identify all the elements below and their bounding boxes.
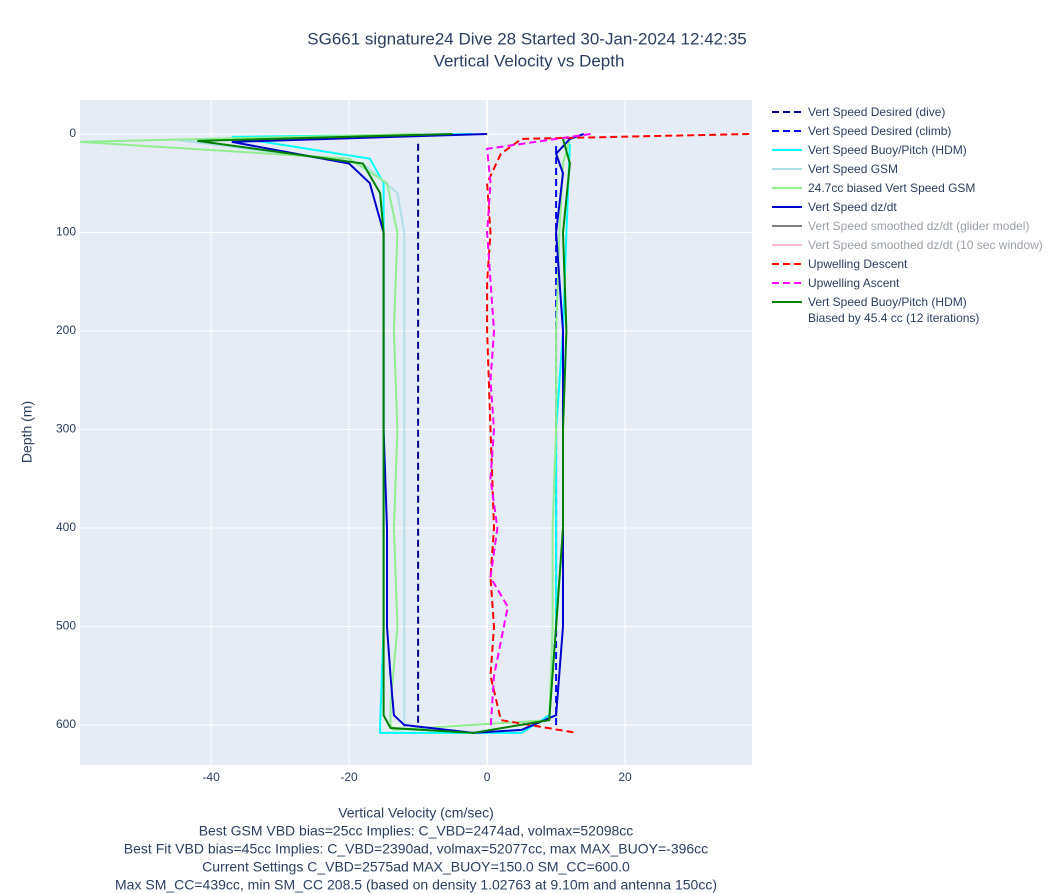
y-tick-label: 500 bbox=[56, 619, 76, 633]
series-line bbox=[80, 133, 571, 731]
legend-label: Vert Speed Desired (dive) bbox=[808, 105, 946, 119]
legend-item[interactable]: Vert Speed Buoy/Pitch (HDM) bbox=[770, 143, 1043, 163]
legend-item[interactable]: Vert Speed GSM bbox=[770, 162, 1043, 182]
legend-label: Vert Speed dz/dt bbox=[808, 200, 897, 214]
legend-label: Vert Speed Desired (climb) bbox=[808, 124, 952, 138]
legend-label: 24.7cc biased Vert Speed GSM bbox=[808, 181, 976, 195]
y-tick-label: 100 bbox=[56, 225, 76, 239]
legend-label: Vert Speed smoothed dz/dt (glider model) bbox=[808, 219, 1030, 233]
legend-swatch bbox=[772, 244, 802, 246]
chart-title: SG661 signature24 Dive 28 Started 30-Jan… bbox=[307, 29, 746, 48]
legend-label: Vert Speed GSM bbox=[808, 162, 899, 176]
legend-swatch bbox=[772, 111, 802, 113]
legend-item[interactable]: Vert Speed dz/dt bbox=[770, 200, 1043, 220]
legend-label: Vert Speed smoothed dz/dt (10 sec window… bbox=[808, 238, 1043, 252]
legend-item[interactable]: Vert Speed smoothed dz/dt (glider model) bbox=[770, 219, 1043, 239]
series-line bbox=[486, 133, 750, 734]
chart-subtitle: Vertical Velocity vs Depth bbox=[434, 51, 625, 70]
legend-swatch bbox=[772, 187, 802, 189]
legend-swatch bbox=[772, 282, 802, 284]
series-line bbox=[197, 133, 571, 734]
x-tick-label: 20 bbox=[618, 770, 632, 784]
y-tick-label: 600 bbox=[56, 717, 76, 731]
legend-item[interactable]: Vert Speed Desired (dive) bbox=[770, 105, 1043, 125]
legend-swatch bbox=[772, 168, 802, 170]
legend-swatch bbox=[772, 130, 802, 132]
legend-item[interactable]: Upwelling Ascent bbox=[770, 276, 1043, 296]
x-tick-label: 0 bbox=[484, 770, 491, 784]
series-line bbox=[486, 133, 591, 730]
legend-item[interactable]: Vert Speed Buoy/Pitch (HDM) Biased by 45… bbox=[770, 295, 1043, 326]
legend-label: Vert Speed Buoy/Pitch (HDM) bbox=[808, 143, 967, 157]
y-axis-label: Depth (m) bbox=[19, 401, 35, 463]
annotation: Best Fit VBD bias=45cc Implies: C_VBD=23… bbox=[124, 841, 708, 857]
legend: Vert Speed Desired (dive) Vert Speed Desi… bbox=[770, 105, 1043, 326]
x-tick-label: -20 bbox=[340, 770, 358, 784]
legend-label: Vert Speed Buoy/Pitch (HDM) Biased by 45… bbox=[808, 295, 980, 325]
y-tick-label: 200 bbox=[56, 323, 76, 337]
legend-swatch bbox=[772, 149, 802, 151]
legend-item[interactable]: Upwelling Descent bbox=[770, 257, 1043, 277]
y-tick-label: 400 bbox=[56, 520, 76, 534]
annotation: Best GSM VBD bias=25cc Implies: C_VBD=24… bbox=[199, 823, 634, 839]
legend-swatch bbox=[772, 206, 802, 208]
legend-swatch bbox=[772, 301, 802, 303]
series-line bbox=[231, 133, 585, 734]
plot-area bbox=[80, 100, 752, 765]
legend-swatch bbox=[772, 263, 802, 265]
legend-item[interactable]: Vert Speed Desired (climb) bbox=[770, 124, 1043, 144]
y-tick-label: 300 bbox=[56, 422, 76, 436]
x-axis-label: Vertical Velocity (cm/sec) bbox=[338, 805, 494, 821]
annotation: Current Settings C_VBD=2575ad MAX_BUOY=1… bbox=[202, 859, 630, 875]
legend-label: Upwelling Descent bbox=[808, 257, 908, 271]
annotation: Max SM_CC=439cc, min SM_CC 208.5 (based … bbox=[115, 877, 717, 893]
legend-swatch bbox=[772, 225, 802, 227]
y-tick-label: 0 bbox=[69, 126, 76, 140]
x-tick-label: -40 bbox=[202, 770, 220, 784]
legend-item[interactable]: 24.7cc biased Vert Speed GSM bbox=[770, 181, 1043, 201]
legend-label: Upwelling Ascent bbox=[808, 276, 900, 290]
legend-item[interactable]: Vert Speed smoothed dz/dt (10 sec window… bbox=[770, 238, 1043, 258]
series-layer bbox=[80, 133, 750, 734]
